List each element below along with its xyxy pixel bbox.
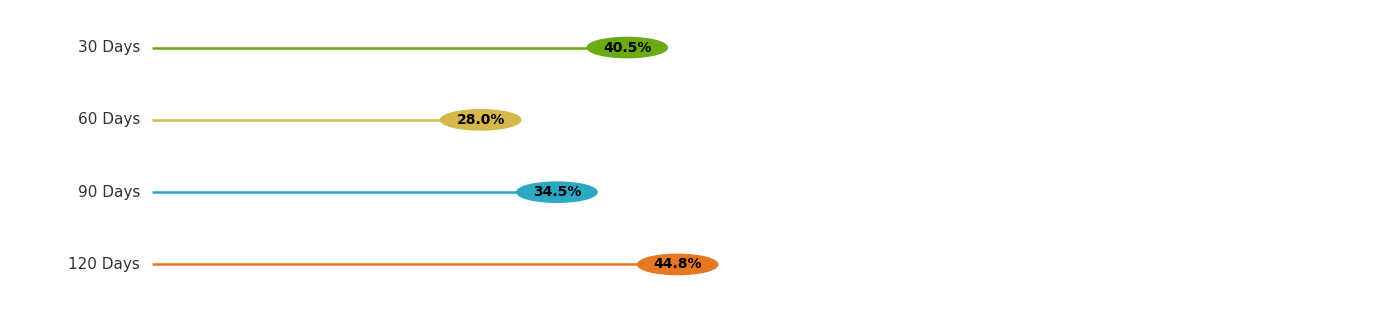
Ellipse shape [637, 254, 718, 275]
Text: 60 Days: 60 Days [78, 112, 140, 127]
Ellipse shape [517, 182, 597, 202]
Text: 40.5%: 40.5% [604, 41, 651, 55]
Text: 28.0%: 28.0% [456, 113, 505, 127]
Ellipse shape [441, 110, 520, 130]
Text: 90 Days: 90 Days [78, 185, 140, 200]
Ellipse shape [587, 37, 668, 58]
Text: 30 Days: 30 Days [78, 40, 140, 55]
Text: 44.8%: 44.8% [654, 257, 702, 271]
Text: 120 Days: 120 Days [68, 257, 140, 272]
Text: 34.5%: 34.5% [533, 185, 581, 199]
